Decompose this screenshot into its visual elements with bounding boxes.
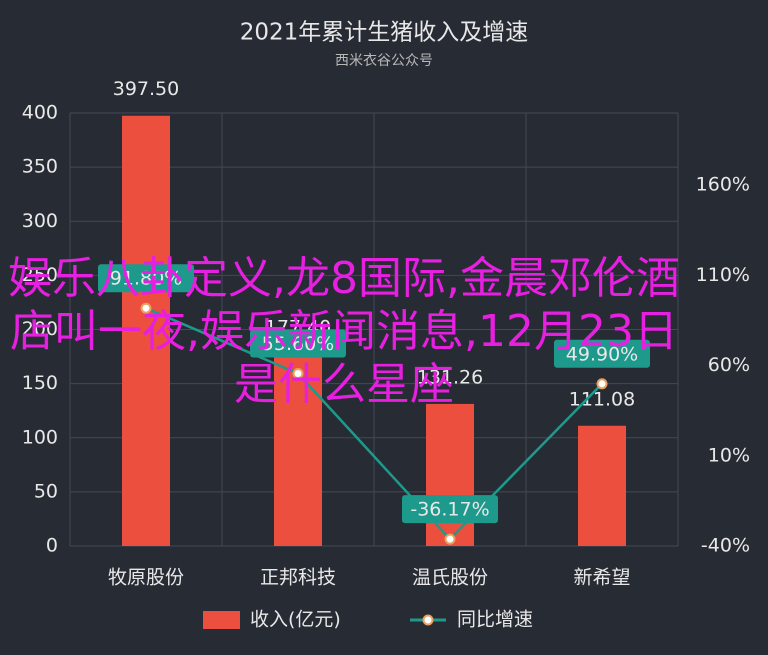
overlay-text: 娱乐八卦定义,龙8国际,金晨邓伦酒店叫一夜,娱乐新闻消息,12月23日是什么星座 [8, 253, 680, 410]
line-label-box [402, 495, 498, 524]
x-tick-label: 温氏股份 [412, 567, 488, 589]
y-tick-label: 150 [22, 372, 58, 394]
bar [274, 353, 322, 546]
x-tick-label: 牧原股份 [108, 567, 184, 589]
line-label-box [98, 264, 194, 293]
x-tick-label: 新希望 [573, 567, 630, 589]
line-point [444, 533, 456, 545]
y-tick-label: 200 [22, 318, 58, 340]
line-point [292, 368, 304, 380]
bar [426, 403, 474, 546]
y2-tick-label: -40% [701, 535, 750, 557]
line-label-box [250, 329, 346, 358]
line-label-box [554, 339, 650, 368]
legend-label: 同比增速 [457, 609, 533, 631]
y-tick-label: 100 [22, 426, 58, 448]
line-value-label: -36.17% [410, 499, 489, 521]
legend-point [422, 614, 434, 626]
y2-tick-label: 60% [708, 354, 750, 376]
y-tick-label: 50 [34, 480, 58, 502]
y-tick-label: 400 [22, 102, 58, 124]
legend-label: 收入(亿元) [250, 609, 341, 631]
y-tick-label: 250 [22, 264, 58, 286]
legend-swatch [203, 611, 240, 629]
line-value-label: 91.80% [110, 268, 182, 290]
y-tick-label: 350 [22, 156, 58, 178]
chart-title: 2021年累计生猪收入及增速 [240, 20, 529, 46]
line-point [596, 378, 608, 390]
line-value-label: 55.60% [262, 333, 334, 355]
x-tick-label: 正邦科技 [260, 567, 336, 589]
line-point [140, 302, 152, 314]
bar [578, 425, 626, 546]
line-value-label: 49.90% [566, 343, 638, 365]
y2-tick-label: 160% [696, 174, 750, 196]
bar-value-label: 397.50 [113, 78, 179, 100]
bar-value-label: 111.08 [569, 388, 635, 410]
y2-tick-label: 10% [708, 444, 750, 466]
y-tick-label: 300 [22, 210, 58, 232]
line [145, 307, 603, 541]
bar [122, 115, 170, 547]
y2-tick-label: 110% [696, 264, 750, 286]
chart-subtitle: 西米衣谷公众号 [335, 53, 433, 69]
y-tick-label: 0 [46, 535, 58, 557]
bar-value-label: 131.26 [417, 366, 483, 388]
